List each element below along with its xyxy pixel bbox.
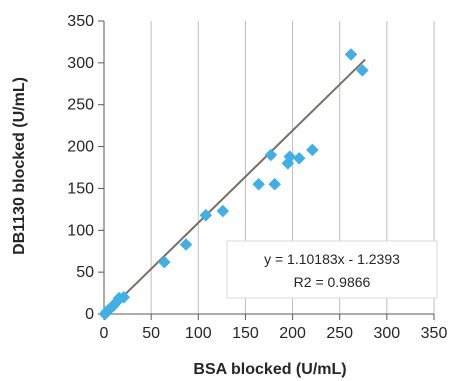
data-point (216, 204, 230, 218)
x-tick-label: 250 (326, 325, 353, 342)
data-point (157, 255, 171, 269)
axes (98, 20, 435, 320)
y-tick-label: 150 (67, 180, 94, 197)
data-point (283, 150, 297, 163)
data-point (292, 151, 306, 165)
data-point (199, 208, 213, 222)
x-tick-label: 100 (185, 325, 212, 342)
trendline (103, 58, 366, 316)
trendline-equation: y = 1.10183x - 1.2393 (264, 251, 400, 267)
y-axis-title: DB1130 blocked (U/mL) (11, 77, 28, 255)
x-axis-title: BSA blocked (U/mL) (193, 361, 346, 378)
tick-labels: 0 50 100 150 200 250 300 350 0 50 100 150 200 250 300 3… (67, 13, 447, 342)
data-point (344, 48, 358, 61)
data-point (268, 177, 282, 191)
data-points (98, 48, 369, 321)
x-tick-label: 350 (421, 325, 448, 342)
y-tick-label: 250 (67, 97, 94, 114)
y-tick-label: 100 (67, 222, 94, 239)
x-tick-label: 50 (142, 325, 160, 342)
data-point (252, 177, 265, 191)
equation-box: y = 1.10183x - 1.2393 R2 = 0.9866 (226, 240, 438, 299)
data-point (179, 238, 193, 251)
data-point (281, 156, 295, 170)
r-squared-value: R2 = 0.9866 (294, 274, 371, 290)
trendline-group (103, 58, 366, 316)
y-tick-label: 300 (67, 55, 94, 72)
y-tick-label: 50 (76, 264, 94, 281)
x-tick-label: 150 (232, 325, 259, 342)
data-point (355, 64, 369, 77)
y-tick-label: 200 (67, 139, 94, 156)
y-tick-label: 350 (67, 13, 94, 30)
x-tick-label: 200 (279, 325, 306, 342)
data-point (306, 143, 319, 157)
data-point (117, 290, 131, 304)
x-tick-label: 0 (100, 325, 109, 342)
x-tick-label: 300 (374, 325, 401, 342)
y-tick-label: 0 (85, 306, 94, 323)
vertical-gridlines (150, 21, 435, 314)
data-point (264, 148, 278, 162)
